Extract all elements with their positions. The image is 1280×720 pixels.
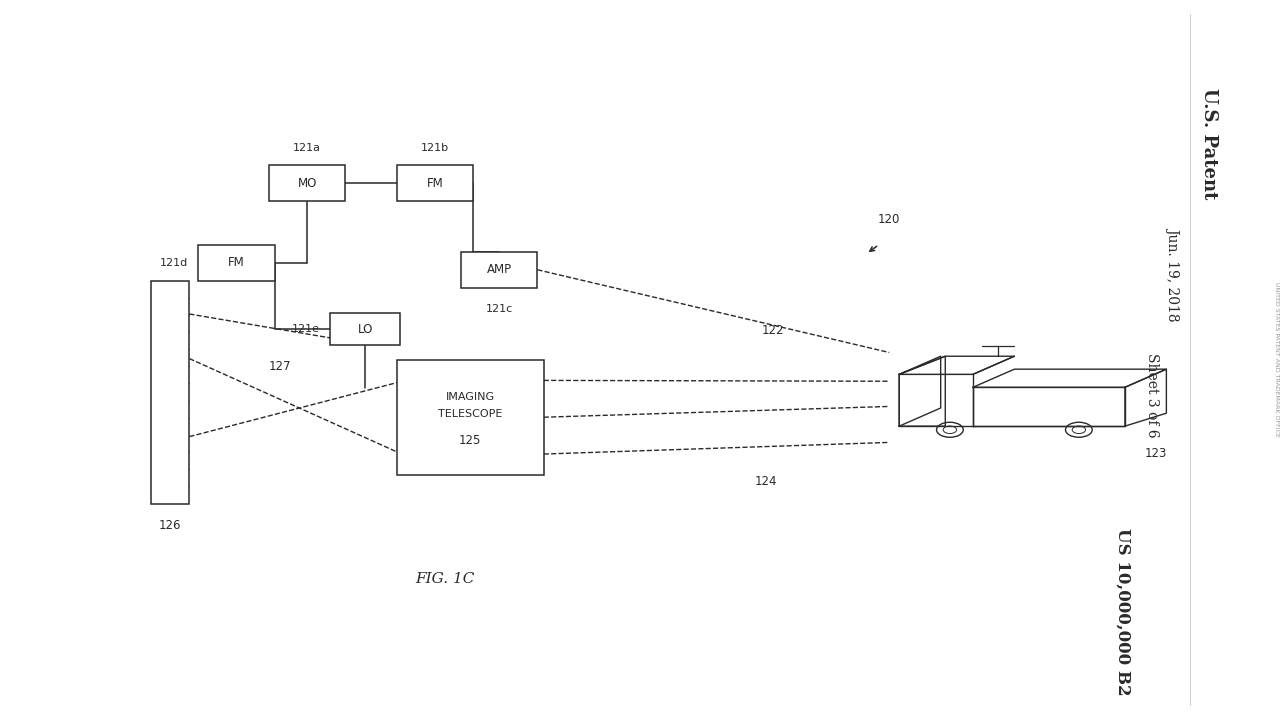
FancyBboxPatch shape bbox=[461, 252, 538, 288]
FancyBboxPatch shape bbox=[330, 313, 401, 346]
FancyBboxPatch shape bbox=[397, 166, 474, 202]
Text: MO: MO bbox=[297, 177, 316, 190]
FancyBboxPatch shape bbox=[269, 166, 346, 202]
FancyBboxPatch shape bbox=[151, 281, 189, 503]
Text: FIG. 1C: FIG. 1C bbox=[416, 572, 475, 586]
Text: 121c: 121c bbox=[485, 304, 512, 314]
Text: UNITED STATES PATENT AND TRADEMARK OFFICE: UNITED STATES PATENT AND TRADEMARK OFFIC… bbox=[1275, 282, 1280, 437]
Text: 125: 125 bbox=[460, 433, 481, 446]
Text: IMAGING: IMAGING bbox=[445, 392, 495, 402]
Text: Sheet 3 of 6: Sheet 3 of 6 bbox=[1144, 354, 1158, 438]
Text: TELESCOPE: TELESCOPE bbox=[438, 409, 502, 419]
Text: US 10,000,000 B2: US 10,000,000 B2 bbox=[1115, 528, 1132, 696]
Text: 122: 122 bbox=[762, 325, 783, 338]
Text: 121b: 121b bbox=[421, 143, 449, 153]
Text: 126: 126 bbox=[159, 519, 182, 532]
Text: 121a: 121a bbox=[293, 143, 321, 153]
Text: 121e: 121e bbox=[292, 324, 320, 334]
Text: 124: 124 bbox=[755, 475, 777, 488]
Text: AMP: AMP bbox=[486, 264, 512, 276]
FancyBboxPatch shape bbox=[198, 245, 275, 281]
Text: FM: FM bbox=[426, 177, 443, 190]
Text: U.S. Patent: U.S. Patent bbox=[1201, 88, 1219, 199]
Text: 123: 123 bbox=[1146, 446, 1167, 459]
Text: 120: 120 bbox=[878, 213, 900, 226]
Text: FM: FM bbox=[228, 256, 244, 269]
FancyBboxPatch shape bbox=[397, 360, 544, 474]
Text: LO: LO bbox=[357, 323, 372, 336]
Text: 127: 127 bbox=[269, 361, 291, 374]
Text: 121d: 121d bbox=[160, 258, 188, 268]
Text: Jun. 19, 2018: Jun. 19, 2018 bbox=[1166, 227, 1180, 320]
